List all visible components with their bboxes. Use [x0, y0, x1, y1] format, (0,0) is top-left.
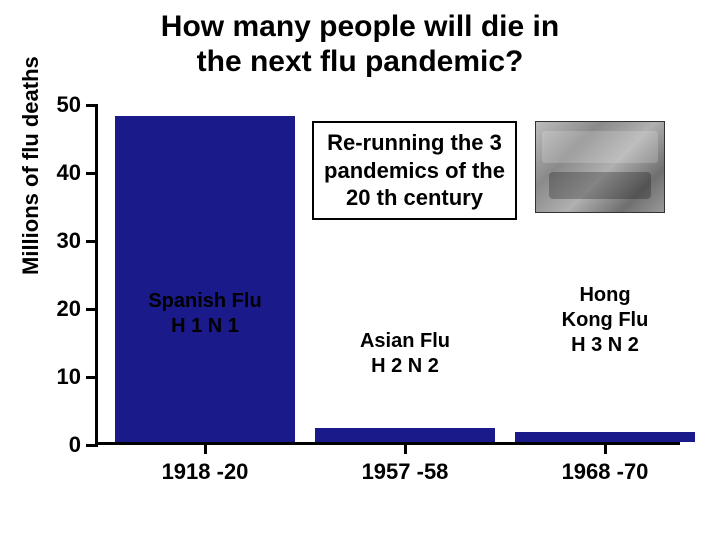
- x-tick-label: 1918 -20: [162, 459, 249, 485]
- x-tick: [204, 442, 207, 454]
- chart-title: How many people will die in the next flu…: [0, 0, 720, 79]
- bar-annotation-line: H 2 N 2: [325, 354, 485, 379]
- y-axis-line: [95, 105, 98, 445]
- bar-annotation: Spanish FluH 1 N 1: [125, 289, 285, 339]
- subtitle-line: pandemics of the: [322, 157, 507, 185]
- bar-annotation-line: Spanish Flu: [125, 289, 285, 314]
- bar-annotation: Asian FluH 2 N 2: [325, 329, 485, 379]
- bar: [315, 428, 495, 442]
- chart-title-line1: How many people will die in: [0, 10, 720, 45]
- bar-annotation: HongKong FluH 3 N 2: [525, 283, 685, 358]
- y-tick: [86, 172, 98, 175]
- bar: [115, 116, 295, 442]
- x-axis-line: [95, 442, 680, 445]
- y-tick-label: 20: [57, 296, 81, 322]
- y-tick-label: 30: [57, 228, 81, 254]
- y-tick: [86, 444, 98, 447]
- x-tick: [604, 442, 607, 454]
- bar-annotation-line: H 3 N 2: [525, 333, 685, 358]
- y-tick-label: 50: [57, 92, 81, 118]
- y-tick-label: 0: [69, 432, 81, 458]
- bar-annotation-line: Asian Flu: [325, 329, 485, 354]
- y-tick-label: 10: [57, 364, 81, 390]
- subtitle-line: 20 th century: [322, 184, 507, 212]
- historical-pandemic-photo: [535, 121, 665, 213]
- y-tick: [86, 308, 98, 311]
- x-tick: [404, 442, 407, 454]
- chart-plot-area: 010203040501918 -20Spanish FluH 1 N 1195…: [95, 105, 680, 445]
- chart-title-line2: the next flu pandemic?: [0, 45, 720, 80]
- y-tick-label: 40: [57, 160, 81, 186]
- y-tick: [86, 104, 98, 107]
- bar-annotation-line: Hong: [525, 283, 685, 308]
- bar-annotation-line: H 1 N 1: [125, 314, 285, 339]
- y-axis-title: Millions of flu deaths: [18, 56, 44, 275]
- x-tick-label: 1957 -58: [362, 459, 449, 485]
- y-tick: [86, 240, 98, 243]
- bar-annotation-line: Kong Flu: [525, 308, 685, 333]
- y-tick: [86, 376, 98, 379]
- x-tick-label: 1968 -70: [562, 459, 649, 485]
- subtitle-line: Re-running the 3: [322, 129, 507, 157]
- subtitle-box: Re-running the 3pandemics of the20 th ce…: [312, 121, 517, 220]
- bar: [515, 432, 695, 442]
